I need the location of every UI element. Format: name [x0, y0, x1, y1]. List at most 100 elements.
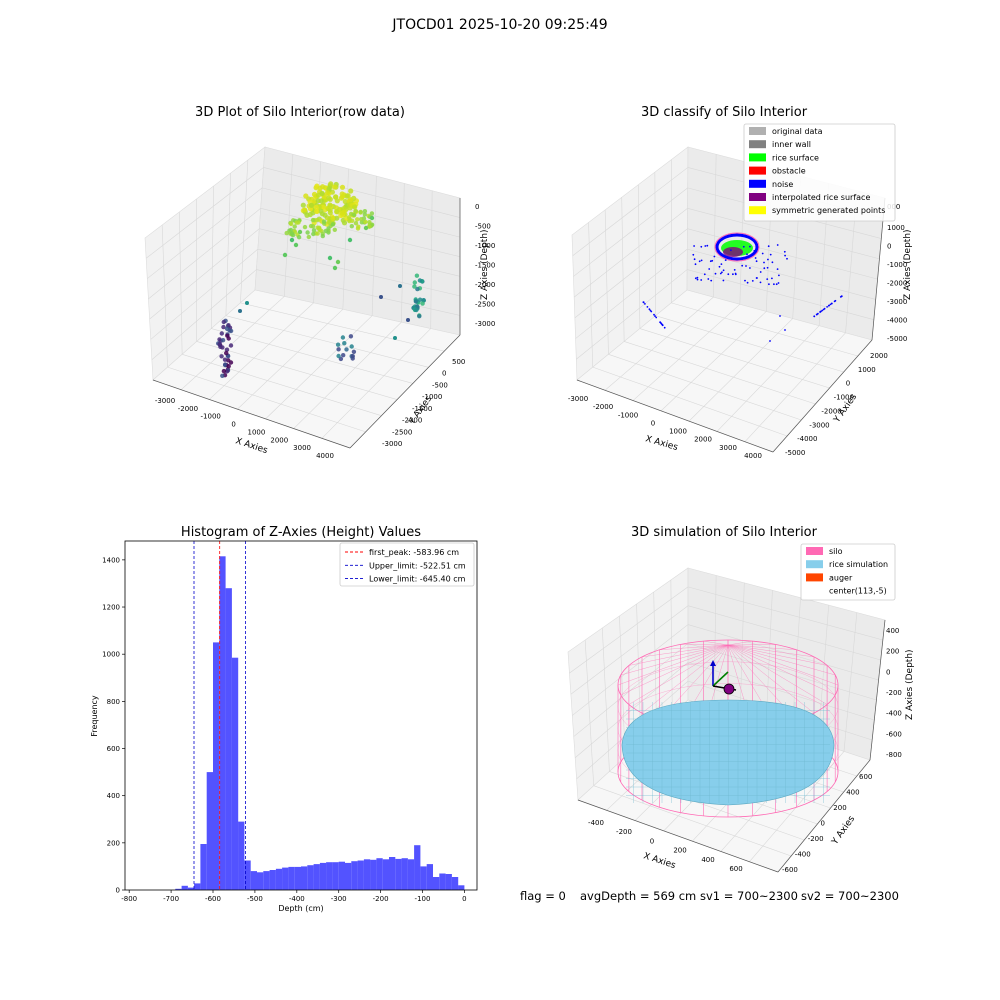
- raw-data-point: [334, 209, 340, 215]
- tick-label: -2000: [821, 407, 841, 415]
- noise-point: [733, 269, 736, 271]
- raw-data-point: [353, 209, 358, 214]
- grid-line: [145, 167, 264, 259]
- histogram-bar: [275, 868, 283, 890]
- tick-label: -3000: [382, 440, 402, 448]
- histogram-bar: [238, 821, 245, 890]
- grid-line: [237, 309, 344, 410]
- raw-data-point: [222, 357, 228, 362]
- histogram-ticks: -800 -700 -600 -500 -400 -300 -200 -100 0 0 200 400…: [102, 556, 466, 903]
- footer-avg-depth: avgDepth = 569 cm: [580, 889, 697, 903]
- raw-data-point: [282, 252, 288, 258]
- noise-point: [698, 260, 701, 263]
- raw-data-point: [417, 297, 423, 302]
- legend-label: center(113,-5): [829, 587, 887, 596]
- noise-point: [692, 253, 695, 256]
- grid-line: [570, 605, 689, 695]
- tick-label: -600: [782, 866, 798, 874]
- legend-label: auger: [829, 573, 853, 582]
- histogram-bar: [244, 860, 251, 890]
- histogram-bar: [451, 877, 459, 890]
- raw-data-point: [221, 368, 227, 374]
- raw-data-point: [292, 224, 297, 229]
- raw-data-point: [417, 314, 422, 319]
- legend-swatch: [806, 573, 823, 582]
- raw-data-point: [415, 286, 420, 292]
- tick-label: 4000: [316, 452, 334, 460]
- grid-line: [573, 208, 688, 298]
- classify-plot-xlabel: X Axies: [644, 434, 679, 453]
- noise-point: [822, 308, 825, 311]
- y-tick-label: 1000: [102, 651, 120, 659]
- raw-data-point: [311, 228, 317, 233]
- noise-point: [767, 245, 770, 248]
- grid-line: [240, 302, 445, 352]
- histogram-bar: [225, 588, 232, 890]
- histogram-bar: [294, 866, 301, 890]
- raw-data-point: [322, 212, 328, 218]
- raw-data-point: [379, 295, 383, 299]
- raw-data-point: [303, 193, 309, 199]
- grid-line: [167, 366, 366, 433]
- noise-point: [715, 244, 718, 247]
- histogram-bar: [414, 845, 421, 890]
- raw-data-point: [311, 231, 316, 237]
- noise-point: [840, 295, 843, 298]
- raw-data-point: [238, 309, 242, 313]
- raw-data-point: [406, 318, 410, 322]
- grid-line: [716, 325, 820, 432]
- grid-line: [256, 269, 461, 316]
- noise-point: [769, 340, 771, 342]
- grid-line: [670, 579, 673, 715]
- z-arrow-head: [710, 660, 716, 666]
- noise-point: [751, 280, 754, 282]
- raw-data-point: [305, 230, 310, 235]
- noise-point: [826, 306, 828, 308]
- simulation-3d-plot: 3D simulation of Silo Interior -400 -200 0…: [567, 525, 915, 874]
- silo-roof-wire: [620, 644, 729, 696]
- tick-label: -2500: [475, 301, 495, 309]
- tick-label: 200: [673, 847, 686, 855]
- tick-label: -1000: [618, 411, 638, 419]
- grid-line: [574, 662, 689, 758]
- raw-data-point: [313, 204, 319, 210]
- raw-data-point: [226, 364, 231, 369]
- tick-label: 0: [887, 243, 891, 251]
- raw-data-point: [348, 188, 354, 194]
- raw-data-point: [296, 220, 301, 225]
- silo-roof-wire: [628, 644, 729, 705]
- legend-label: noise: [772, 180, 793, 189]
- histogram-bar: [269, 870, 276, 890]
- histogram-bar: [351, 861, 358, 890]
- noise-point: [694, 277, 697, 280]
- tick-label: -200: [616, 828, 632, 836]
- tick-label: 3000: [293, 444, 311, 452]
- raw-data-point: [347, 197, 354, 203]
- raw-data-point: [222, 362, 228, 368]
- raw-data-point: [300, 202, 306, 208]
- simulation-legend: silo rice simulation auger center(113,-5): [800, 543, 896, 601]
- grid-line: [161, 224, 168, 368]
- noise-point: [742, 245, 745, 248]
- legend-label: Lower_limit: -645.40 cm: [369, 575, 466, 584]
- raw-data-point: [339, 210, 345, 216]
- silo-roof-wire: [727, 644, 839, 686]
- simulation-plot-zlabel: Z Axies (Depth): [905, 649, 915, 720]
- noise-point: [776, 244, 779, 246]
- histogram-bar: [420, 866, 427, 890]
- grid-line: [687, 605, 881, 661]
- noise-point: [753, 250, 756, 252]
- noise-point: [653, 313, 655, 316]
- noise-point: [642, 301, 645, 304]
- silo-roof-wire: [641, 644, 729, 658]
- raw-data-point: [296, 235, 302, 240]
- tick-label: 0: [651, 419, 655, 427]
- grid-line: [588, 222, 594, 368]
- histogram-bar: [187, 887, 195, 890]
- footer-sv1: sv1 = 700~2300: [700, 889, 798, 903]
- grid-line: [572, 624, 689, 716]
- grid-line: [240, 159, 249, 303]
- grid-line: [593, 785, 792, 857]
- raw-data-point: [342, 341, 347, 346]
- noise-point: [761, 252, 764, 255]
